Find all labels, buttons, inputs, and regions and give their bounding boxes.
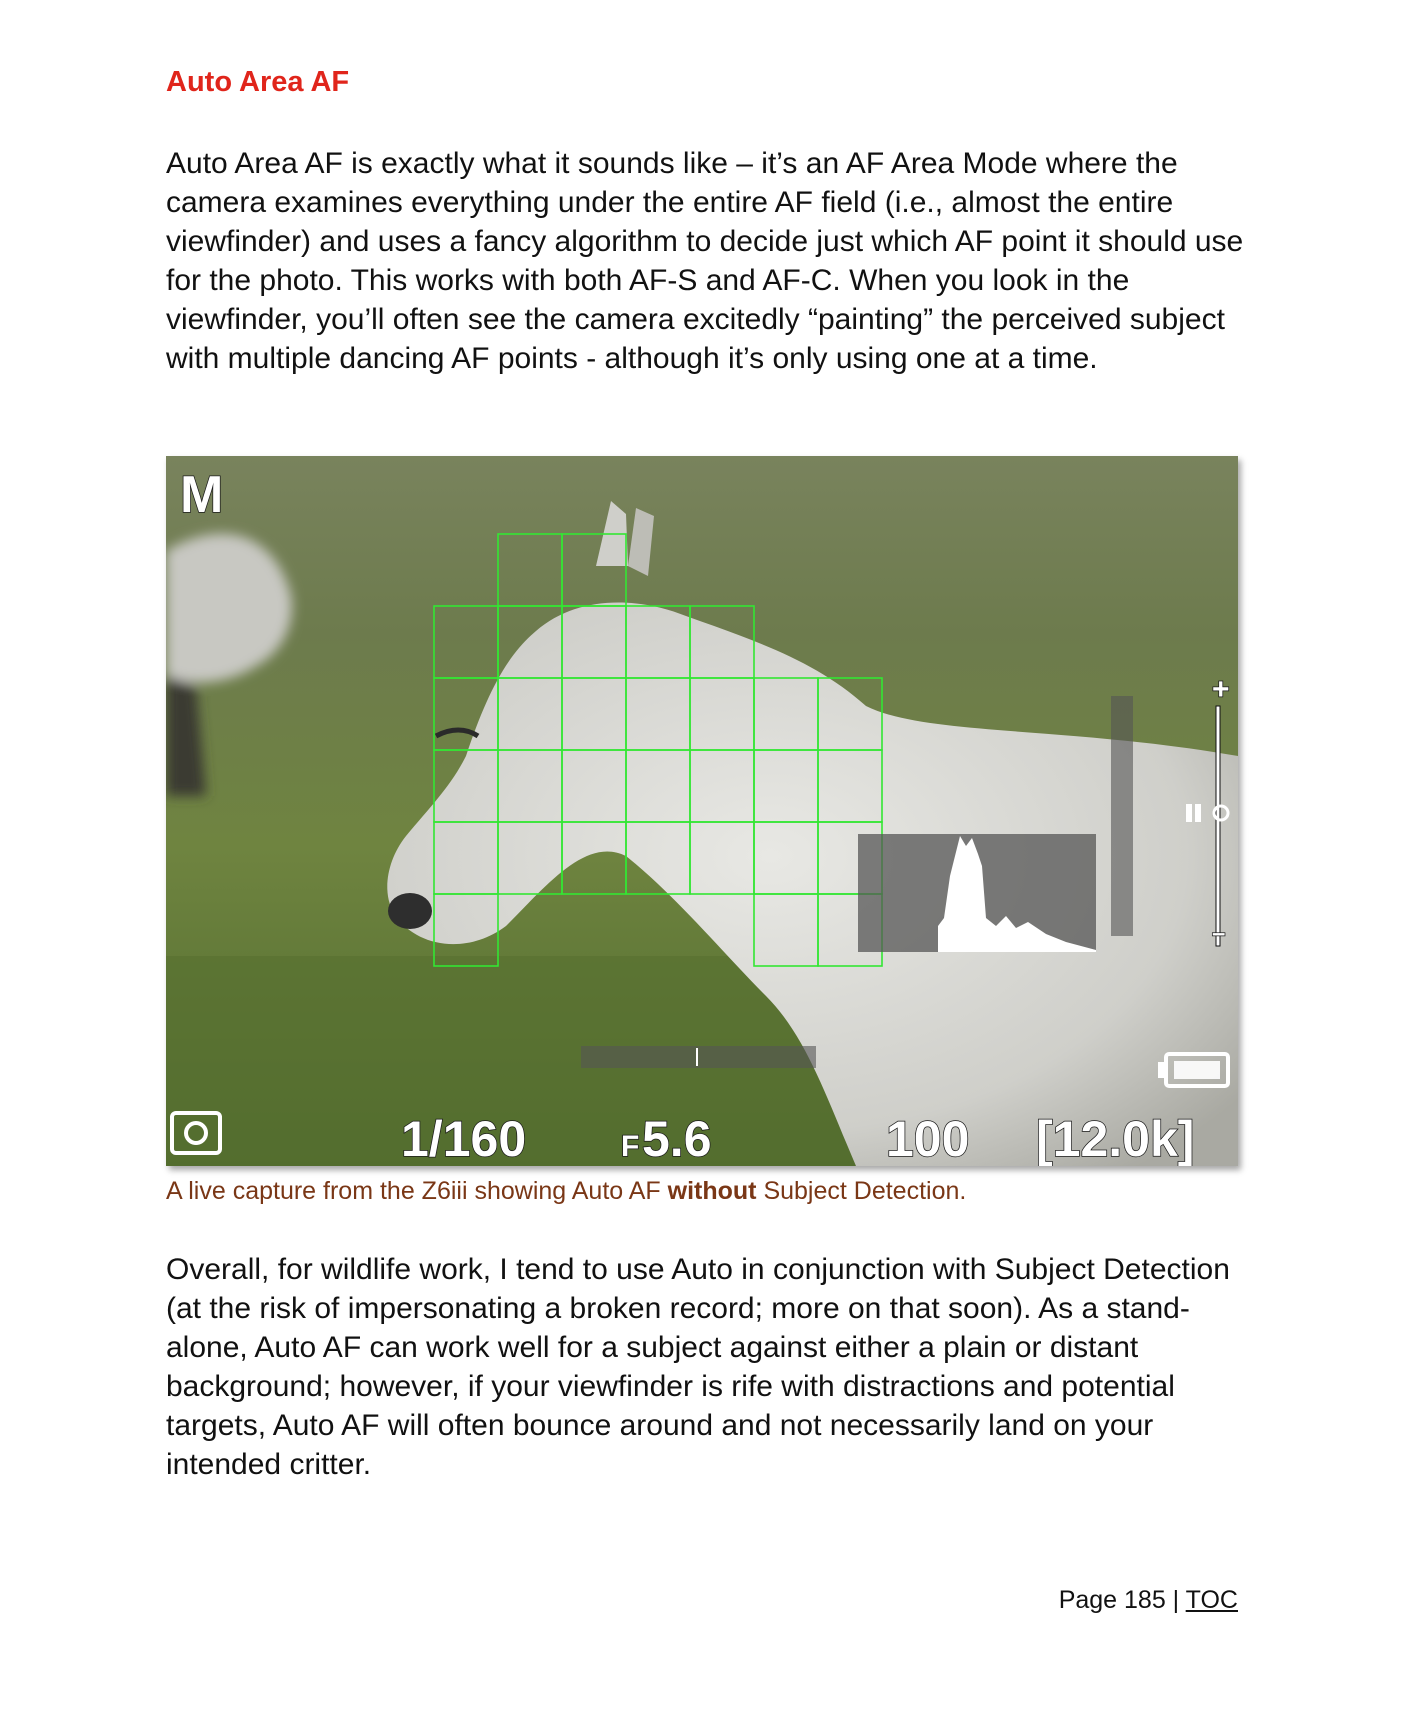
shooting-mode: M xyxy=(180,466,223,524)
background-horse xyxy=(166,533,292,796)
histogram xyxy=(858,834,1096,952)
svg-text:–: – xyxy=(1212,920,1225,947)
viewfinder-photo: + – M 1/160 F 5.6 100 [12.0k] xyxy=(166,456,1238,1166)
donkey xyxy=(387,501,1238,1166)
svg-text:+: + xyxy=(1212,673,1230,706)
caption-text-end: Subject Detection. xyxy=(756,1177,967,1205)
af-point-grid xyxy=(433,533,883,967)
shutter-speed: 1/160 xyxy=(401,1111,526,1166)
section-heading: Auto Area AF xyxy=(166,66,350,98)
level-bar xyxy=(1111,696,1133,936)
horizon-bar xyxy=(581,1046,816,1068)
intro-paragraph: Auto Area AF is exactly what it sounds l… xyxy=(166,147,1244,375)
page-footer: Page 185 | TOC xyxy=(1059,1586,1238,1615)
figure-caption: A live capture from the Z6iii showing Au… xyxy=(166,1177,966,1206)
toc-link[interactable]: TOC xyxy=(1185,1586,1238,1614)
exposure-scale: + – xyxy=(1186,672,1230,948)
aperture-value: 5.6 xyxy=(642,1111,712,1166)
shots-remaining: [12.0k] xyxy=(1036,1111,1194,1166)
af-point-box xyxy=(433,893,499,967)
footer-separator: | xyxy=(1165,1586,1186,1614)
caption-text: A live capture from the Z6iii showing Au… xyxy=(166,1177,668,1205)
page-number: Page 185 xyxy=(1058,1586,1166,1614)
metering-icon xyxy=(170,1111,222,1155)
battery-icon xyxy=(1158,1052,1230,1088)
overall-paragraph: Overall, for wildlife work, I tend to us… xyxy=(166,1253,1230,1481)
iso-value: 100 xyxy=(886,1111,969,1166)
aperture-prefix: F xyxy=(621,1130,639,1163)
caption-bold: without xyxy=(667,1177,757,1205)
